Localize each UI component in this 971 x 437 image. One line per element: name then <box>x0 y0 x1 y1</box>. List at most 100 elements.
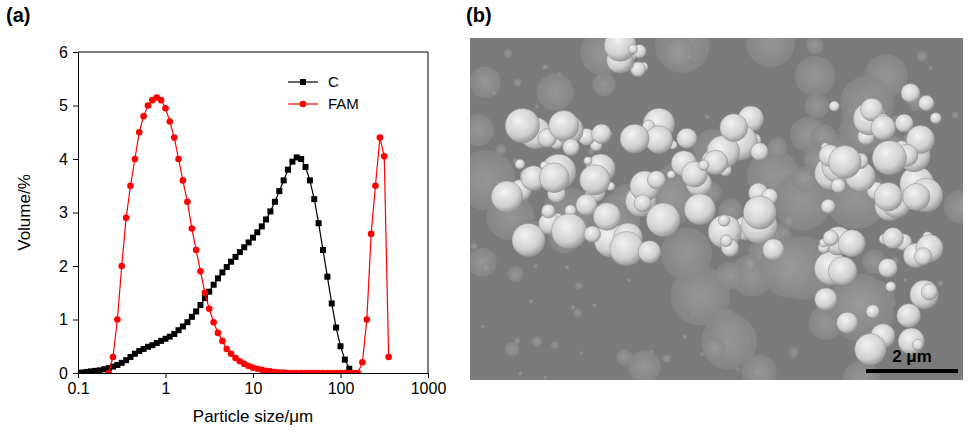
background-droplet <box>495 144 506 155</box>
particle-sphere <box>815 288 838 311</box>
x-tick-label: 10 <box>245 380 263 397</box>
background-droplet <box>663 38 695 69</box>
background-droplet <box>628 350 661 380</box>
data-point <box>211 282 217 288</box>
data-point <box>189 225 196 232</box>
background-droplet <box>481 263 491 273</box>
background-droplet <box>627 278 631 282</box>
data-point <box>276 188 282 194</box>
data-point <box>118 263 125 270</box>
data-point <box>302 164 308 170</box>
series-line <box>109 97 389 373</box>
y-axis-title: Volume/% <box>15 174 34 251</box>
background-droplet <box>759 237 820 298</box>
particle-sphere <box>828 257 857 286</box>
background-droplet <box>685 53 693 61</box>
x-tick-label: 0.1 <box>67 380 89 397</box>
data-point <box>377 134 384 141</box>
background-droplet <box>884 71 889 76</box>
data-point <box>136 129 143 136</box>
micrograph <box>470 38 963 380</box>
y-tick-label: 1 <box>59 311 68 328</box>
data-point <box>175 156 182 163</box>
particle-sphere <box>882 228 903 249</box>
legend-label: C <box>328 73 339 90</box>
y-tick: 5 <box>59 97 78 114</box>
data-point <box>259 223 265 229</box>
data-point <box>254 229 260 235</box>
background-droplet <box>784 216 794 226</box>
y-tick-mark <box>73 52 78 53</box>
background-droplet <box>704 337 726 359</box>
data-point <box>342 357 348 363</box>
scale-bar <box>866 369 958 373</box>
y-tick: 2 <box>59 258 78 275</box>
background-droplet <box>532 336 543 347</box>
legend-marker <box>300 79 306 85</box>
background-droplet <box>745 337 749 341</box>
data-point <box>267 208 273 214</box>
y-tick-mark <box>73 373 78 374</box>
particle-sphere <box>628 45 637 54</box>
background-droplet <box>768 137 788 157</box>
background-droplet <box>944 190 963 224</box>
background-droplet <box>691 311 696 316</box>
y-tick: 4 <box>59 151 78 168</box>
background-droplet <box>788 347 799 358</box>
background-droplet <box>742 354 777 380</box>
y-tick-mark <box>73 213 78 214</box>
legend-entry: C <box>288 73 339 90</box>
x-tick-mark <box>166 373 167 378</box>
background-droplet <box>805 94 829 118</box>
x-axis: 0.11101001000 <box>67 373 446 397</box>
background-droplet <box>557 72 561 76</box>
panel-label: (a) <box>6 4 30 26</box>
y-tick: 6 <box>59 44 78 61</box>
particle-sphere <box>751 143 769 161</box>
scale-bar-label: 2 μm <box>892 347 932 366</box>
y-tick-label: 4 <box>59 151 68 168</box>
particle-sphere <box>539 163 569 193</box>
micrograph-background <box>470 38 963 380</box>
data-point <box>127 182 134 189</box>
data-point <box>250 235 256 241</box>
particle-sphere <box>838 230 865 257</box>
data-point <box>206 306 213 313</box>
x-tick: 0.1 <box>67 373 89 397</box>
background-droplet <box>705 115 710 120</box>
background-droplet <box>471 243 477 249</box>
particle-sphere <box>872 141 906 175</box>
background-droplet <box>470 67 501 98</box>
background-droplet <box>663 355 671 363</box>
particle-sphere <box>584 226 601 243</box>
figure: (a)0.111010010000123456Particle size/μmV… <box>0 0 971 437</box>
data-point <box>197 268 204 275</box>
data-point <box>210 319 217 326</box>
legend-entry: FAM <box>288 95 359 112</box>
x-tick-mark <box>253 373 254 378</box>
data-point <box>215 275 221 281</box>
particle-sphere <box>718 215 729 226</box>
background-droplet <box>504 49 513 58</box>
y-tick-mark <box>73 159 78 160</box>
background-droplet <box>470 114 494 146</box>
data-point <box>145 102 152 109</box>
particle-sphere <box>921 284 937 300</box>
x-tick-mark <box>341 373 342 378</box>
particle-sphere <box>699 160 709 170</box>
particle-sphere <box>584 157 592 165</box>
background-droplet <box>655 38 709 73</box>
particle-sphere <box>763 239 784 260</box>
background-droplet <box>716 262 743 289</box>
data-point <box>132 156 139 163</box>
y-tick-label: 2 <box>59 258 68 275</box>
data-point <box>158 97 165 104</box>
background-droplet <box>537 74 574 111</box>
particle-sphere <box>903 183 930 210</box>
y-tick-mark <box>73 106 78 107</box>
data-point <box>364 316 371 323</box>
background-droplet <box>535 104 539 108</box>
particle-sphere <box>720 235 732 247</box>
x-tick-label: 1 <box>162 380 171 397</box>
background-droplet <box>507 266 523 282</box>
